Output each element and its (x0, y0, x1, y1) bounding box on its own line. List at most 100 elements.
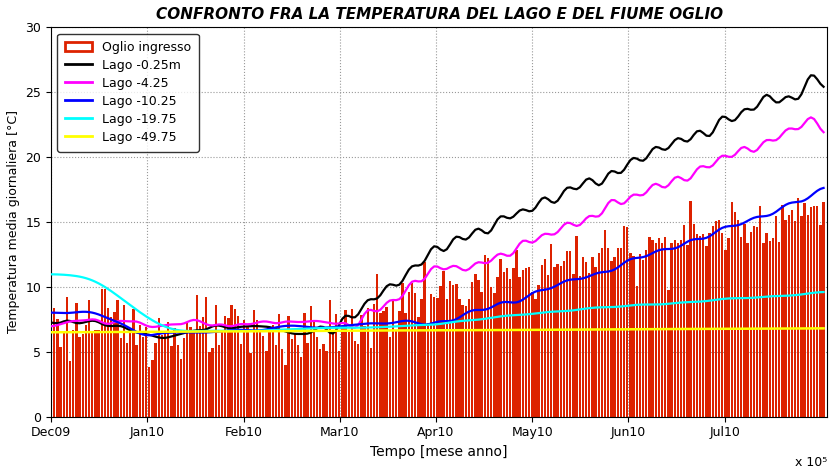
Bar (119, 338, 122, 417)
Bar (655, 243, 657, 417)
Bar (117, 300, 118, 417)
Bar (664, 237, 666, 417)
Bar (123, 305, 125, 417)
Bar (294, 334, 296, 417)
Bar (636, 286, 638, 417)
Bar (284, 365, 287, 417)
Bar (496, 277, 499, 417)
Bar (810, 207, 812, 417)
Bar (816, 206, 818, 417)
Bar (366, 308, 369, 417)
Bar (676, 243, 679, 417)
Bar (398, 311, 400, 417)
Bar (509, 279, 511, 417)
Bar (198, 326, 201, 417)
Bar (445, 299, 448, 417)
Bar (475, 274, 476, 417)
Bar (193, 333, 195, 417)
Bar (699, 236, 701, 417)
Bar (737, 219, 739, 417)
Bar (135, 345, 138, 417)
Text: x 10⁵: x 10⁵ (795, 455, 827, 469)
Bar (813, 206, 816, 417)
Bar (265, 351, 268, 417)
Bar (706, 246, 707, 417)
Title: CONFRONTO FRA LA TEMPERATURA DEL LAGO E DEL FIUME OGLIO: CONFRONTO FRA LA TEMPERATURA DEL LAGO E … (155, 7, 722, 22)
Bar (740, 236, 742, 417)
Bar (683, 225, 686, 417)
Bar (344, 310, 347, 417)
Bar (547, 275, 550, 417)
Bar (569, 251, 571, 417)
Bar (500, 259, 502, 417)
Bar (113, 312, 116, 417)
Bar (243, 320, 245, 417)
Bar (103, 289, 106, 417)
Bar (420, 299, 423, 417)
Bar (563, 261, 565, 417)
X-axis label: Tempo [mese anno]: Tempo [mese anno] (370, 445, 508, 459)
Bar (715, 221, 717, 417)
Bar (408, 292, 410, 417)
Bar (195, 295, 198, 417)
Bar (69, 361, 71, 417)
Bar (382, 311, 384, 417)
Bar (794, 221, 796, 417)
Bar (648, 237, 651, 417)
Bar (50, 340, 53, 417)
Bar (392, 300, 394, 417)
Bar (600, 248, 603, 417)
Bar (806, 215, 809, 417)
Bar (148, 367, 150, 417)
Bar (186, 324, 188, 417)
Bar (173, 328, 176, 417)
Bar (373, 305, 375, 417)
Bar (553, 267, 555, 417)
Bar (281, 350, 284, 417)
Bar (731, 201, 733, 417)
Bar (750, 232, 752, 417)
Bar (94, 330, 97, 417)
Bar (579, 276, 581, 417)
Bar (401, 283, 404, 417)
Bar (769, 241, 771, 417)
Bar (588, 273, 590, 417)
Bar (781, 205, 784, 417)
Bar (256, 320, 258, 417)
Bar (253, 310, 255, 417)
Bar (766, 233, 768, 417)
Bar (329, 300, 331, 417)
Bar (224, 315, 226, 417)
Bar (424, 262, 426, 417)
Bar (246, 327, 249, 417)
Bar (708, 233, 711, 417)
Bar (274, 345, 277, 417)
Bar (544, 259, 546, 417)
Bar (126, 343, 128, 417)
Bar (630, 253, 631, 417)
Bar (746, 243, 749, 417)
Bar (288, 316, 289, 417)
Bar (56, 319, 58, 417)
Bar (616, 248, 619, 417)
Bar (484, 255, 486, 417)
Bar (566, 251, 568, 417)
Bar (357, 344, 359, 417)
Bar (718, 220, 721, 417)
Bar (771, 238, 774, 417)
Bar (505, 268, 508, 417)
Bar (189, 327, 192, 417)
Bar (272, 325, 274, 417)
Bar (477, 280, 480, 417)
Bar (623, 226, 626, 417)
Bar (639, 254, 641, 417)
Bar (632, 255, 635, 417)
Bar (332, 330, 334, 417)
Bar (819, 225, 821, 417)
Bar (471, 281, 474, 417)
Bar (461, 305, 464, 417)
Bar (610, 261, 613, 417)
Bar (167, 322, 169, 417)
Bar (278, 314, 280, 417)
Bar (334, 315, 337, 417)
